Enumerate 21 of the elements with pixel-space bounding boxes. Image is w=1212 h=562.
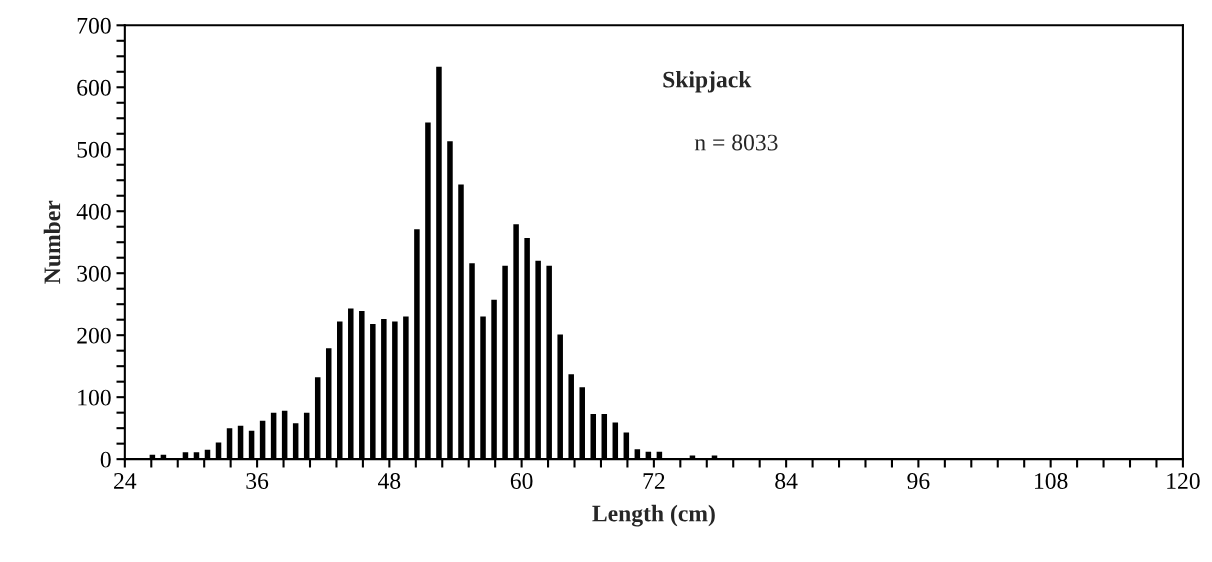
x-tick-label: 108 [1035,473,1068,489]
x-tick-label: 96 [907,473,930,489]
x-tick-label: 24 [114,473,137,489]
y-tick-label: 0 [100,451,111,468]
x-tick-label: 120 [1167,473,1200,489]
y-tick-label: 300 [77,265,111,282]
y-tick-label: 400 [76,203,111,220]
y-tick-label: 600 [77,79,111,96]
x-tick-label: 72 [643,473,665,489]
y-tick-label: 200 [77,327,111,344]
x-tick-label: 36 [246,473,269,489]
annotation: n = 8033 [694,134,778,151]
x-tick-label: 48 [378,473,401,489]
x-tick-label: 60 [510,473,533,489]
y-tick-label: 100 [78,389,111,406]
y-tick-label: 500 [77,141,111,158]
y-axis-title: Number [43,200,61,284]
annotation: Skipjack [663,70,752,93]
x-tick-label: 84 [775,473,798,489]
x-axis-title: Length (cm) [592,504,715,527]
y-tick-label: 700 [77,17,111,34]
